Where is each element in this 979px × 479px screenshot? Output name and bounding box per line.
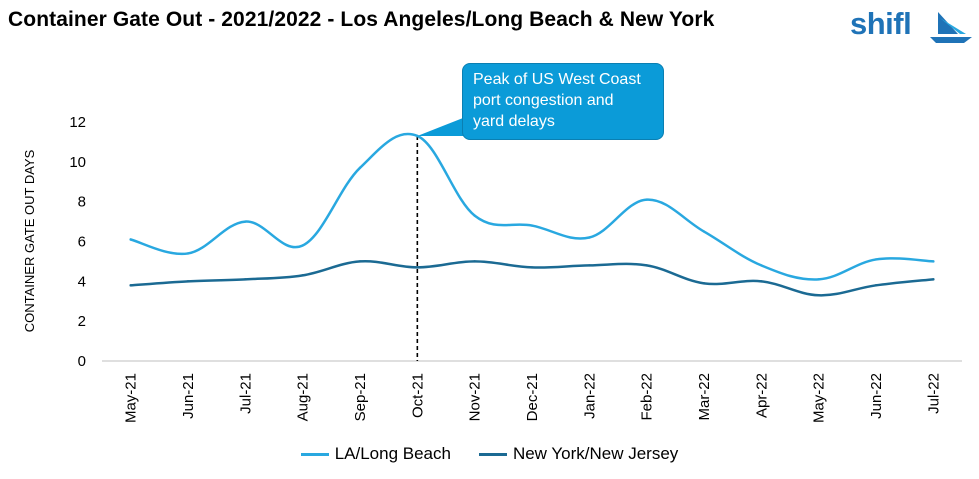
data-point	[645, 264, 648, 267]
series-line-la-long-beach	[129, 132, 935, 281]
y-axis-label: CONTAINER GATE OUT DAYS	[22, 149, 37, 332]
data-point	[932, 278, 935, 281]
data-point	[186, 280, 190, 283]
shifl-logo: shifl	[850, 4, 972, 44]
data-point	[358, 166, 362, 170]
x-tick-label: Mar-22	[696, 373, 713, 421]
legend-item-ny: New York/New Jersey	[478, 444, 679, 464]
x-tick-label: Sep-21	[352, 373, 369, 421]
data-point	[129, 284, 132, 287]
data-point	[244, 278, 247, 281]
legend-label-la: LA/Long Beach	[334, 444, 451, 463]
legend-label-ny: New York/New Jersey	[512, 444, 679, 463]
y-tick-label: 2	[78, 313, 86, 330]
annotation-group	[416, 118, 463, 361]
data-point	[874, 284, 878, 287]
data-point	[473, 260, 476, 263]
annotation-callout: Peak of US West Coast port congestion an…	[462, 63, 664, 140]
x-tick-label: May-22	[811, 373, 828, 423]
x-tick-label: Dec-21	[524, 373, 541, 421]
annotation-line-3: yard delays	[473, 113, 555, 130]
data-point	[645, 198, 648, 201]
legend-swatch-la	[300, 452, 329, 456]
y-tick-label: 12	[69, 114, 86, 131]
data-point	[244, 220, 247, 223]
annotation-line-2: port congestion and	[473, 92, 614, 109]
data-point	[932, 260, 935, 263]
legend-swatch-ny	[478, 452, 507, 456]
x-tick-label: Apr-22	[753, 373, 770, 418]
data-point	[702, 230, 706, 233]
x-tick-label: Aug-21	[295, 373, 312, 421]
data-point	[588, 236, 591, 239]
logo-text: shifl	[850, 6, 912, 41]
data-point	[817, 294, 820, 297]
data-point	[301, 244, 304, 247]
x-tick-label: May-21	[123, 373, 140, 423]
data-point	[760, 280, 763, 283]
y-tick-label: 8	[78, 194, 86, 211]
data-point	[186, 252, 190, 255]
chart-title: Container Gate Out - 2021/2022 - Los Ang…	[8, 8, 715, 31]
data-point	[416, 266, 419, 269]
x-tick-label: Jul-22	[925, 373, 942, 414]
data-point	[588, 264, 591, 267]
legend-item-la: LA/Long Beach	[300, 444, 451, 464]
series-lines	[129, 132, 935, 297]
data-point	[530, 266, 534, 269]
boat-sail-icon	[930, 12, 972, 43]
annotation-pointer	[417, 118, 463, 136]
data-point	[817, 278, 820, 281]
y-tick-label: 0	[78, 353, 86, 370]
chart-ticks: 0 2 4 6 8 10 12 May-21 Jun-21 Jul-21 Aug-21 Sep-21 O…	[69, 114, 942, 423]
chart-legend: LA/Long Beach New York/New Jersey	[0, 444, 979, 464]
x-tick-label: Jun-22	[868, 373, 885, 419]
annotation-line-1: Peak of US West Coast	[473, 71, 641, 88]
x-tick-label: Nov-21	[467, 373, 484, 421]
data-point	[301, 274, 304, 277]
x-tick-label: Jan-22	[581, 373, 598, 419]
data-point	[416, 134, 419, 138]
x-tick-label: Jul-21	[237, 373, 254, 414]
data-point	[473, 214, 476, 217]
data-point	[874, 258, 878, 261]
x-tick-label: Oct-21	[409, 373, 426, 418]
data-point	[702, 282, 706, 285]
data-point	[358, 260, 362, 263]
data-point	[129, 238, 132, 241]
data-point	[760, 264, 763, 267]
y-tick-label: 6	[78, 234, 86, 251]
x-tick-label: Jun-21	[180, 373, 197, 419]
data-point	[530, 224, 534, 227]
x-tick-label: Feb-22	[639, 373, 656, 421]
y-tick-label: 10	[69, 154, 86, 171]
y-tick-label: 4	[78, 273, 86, 290]
